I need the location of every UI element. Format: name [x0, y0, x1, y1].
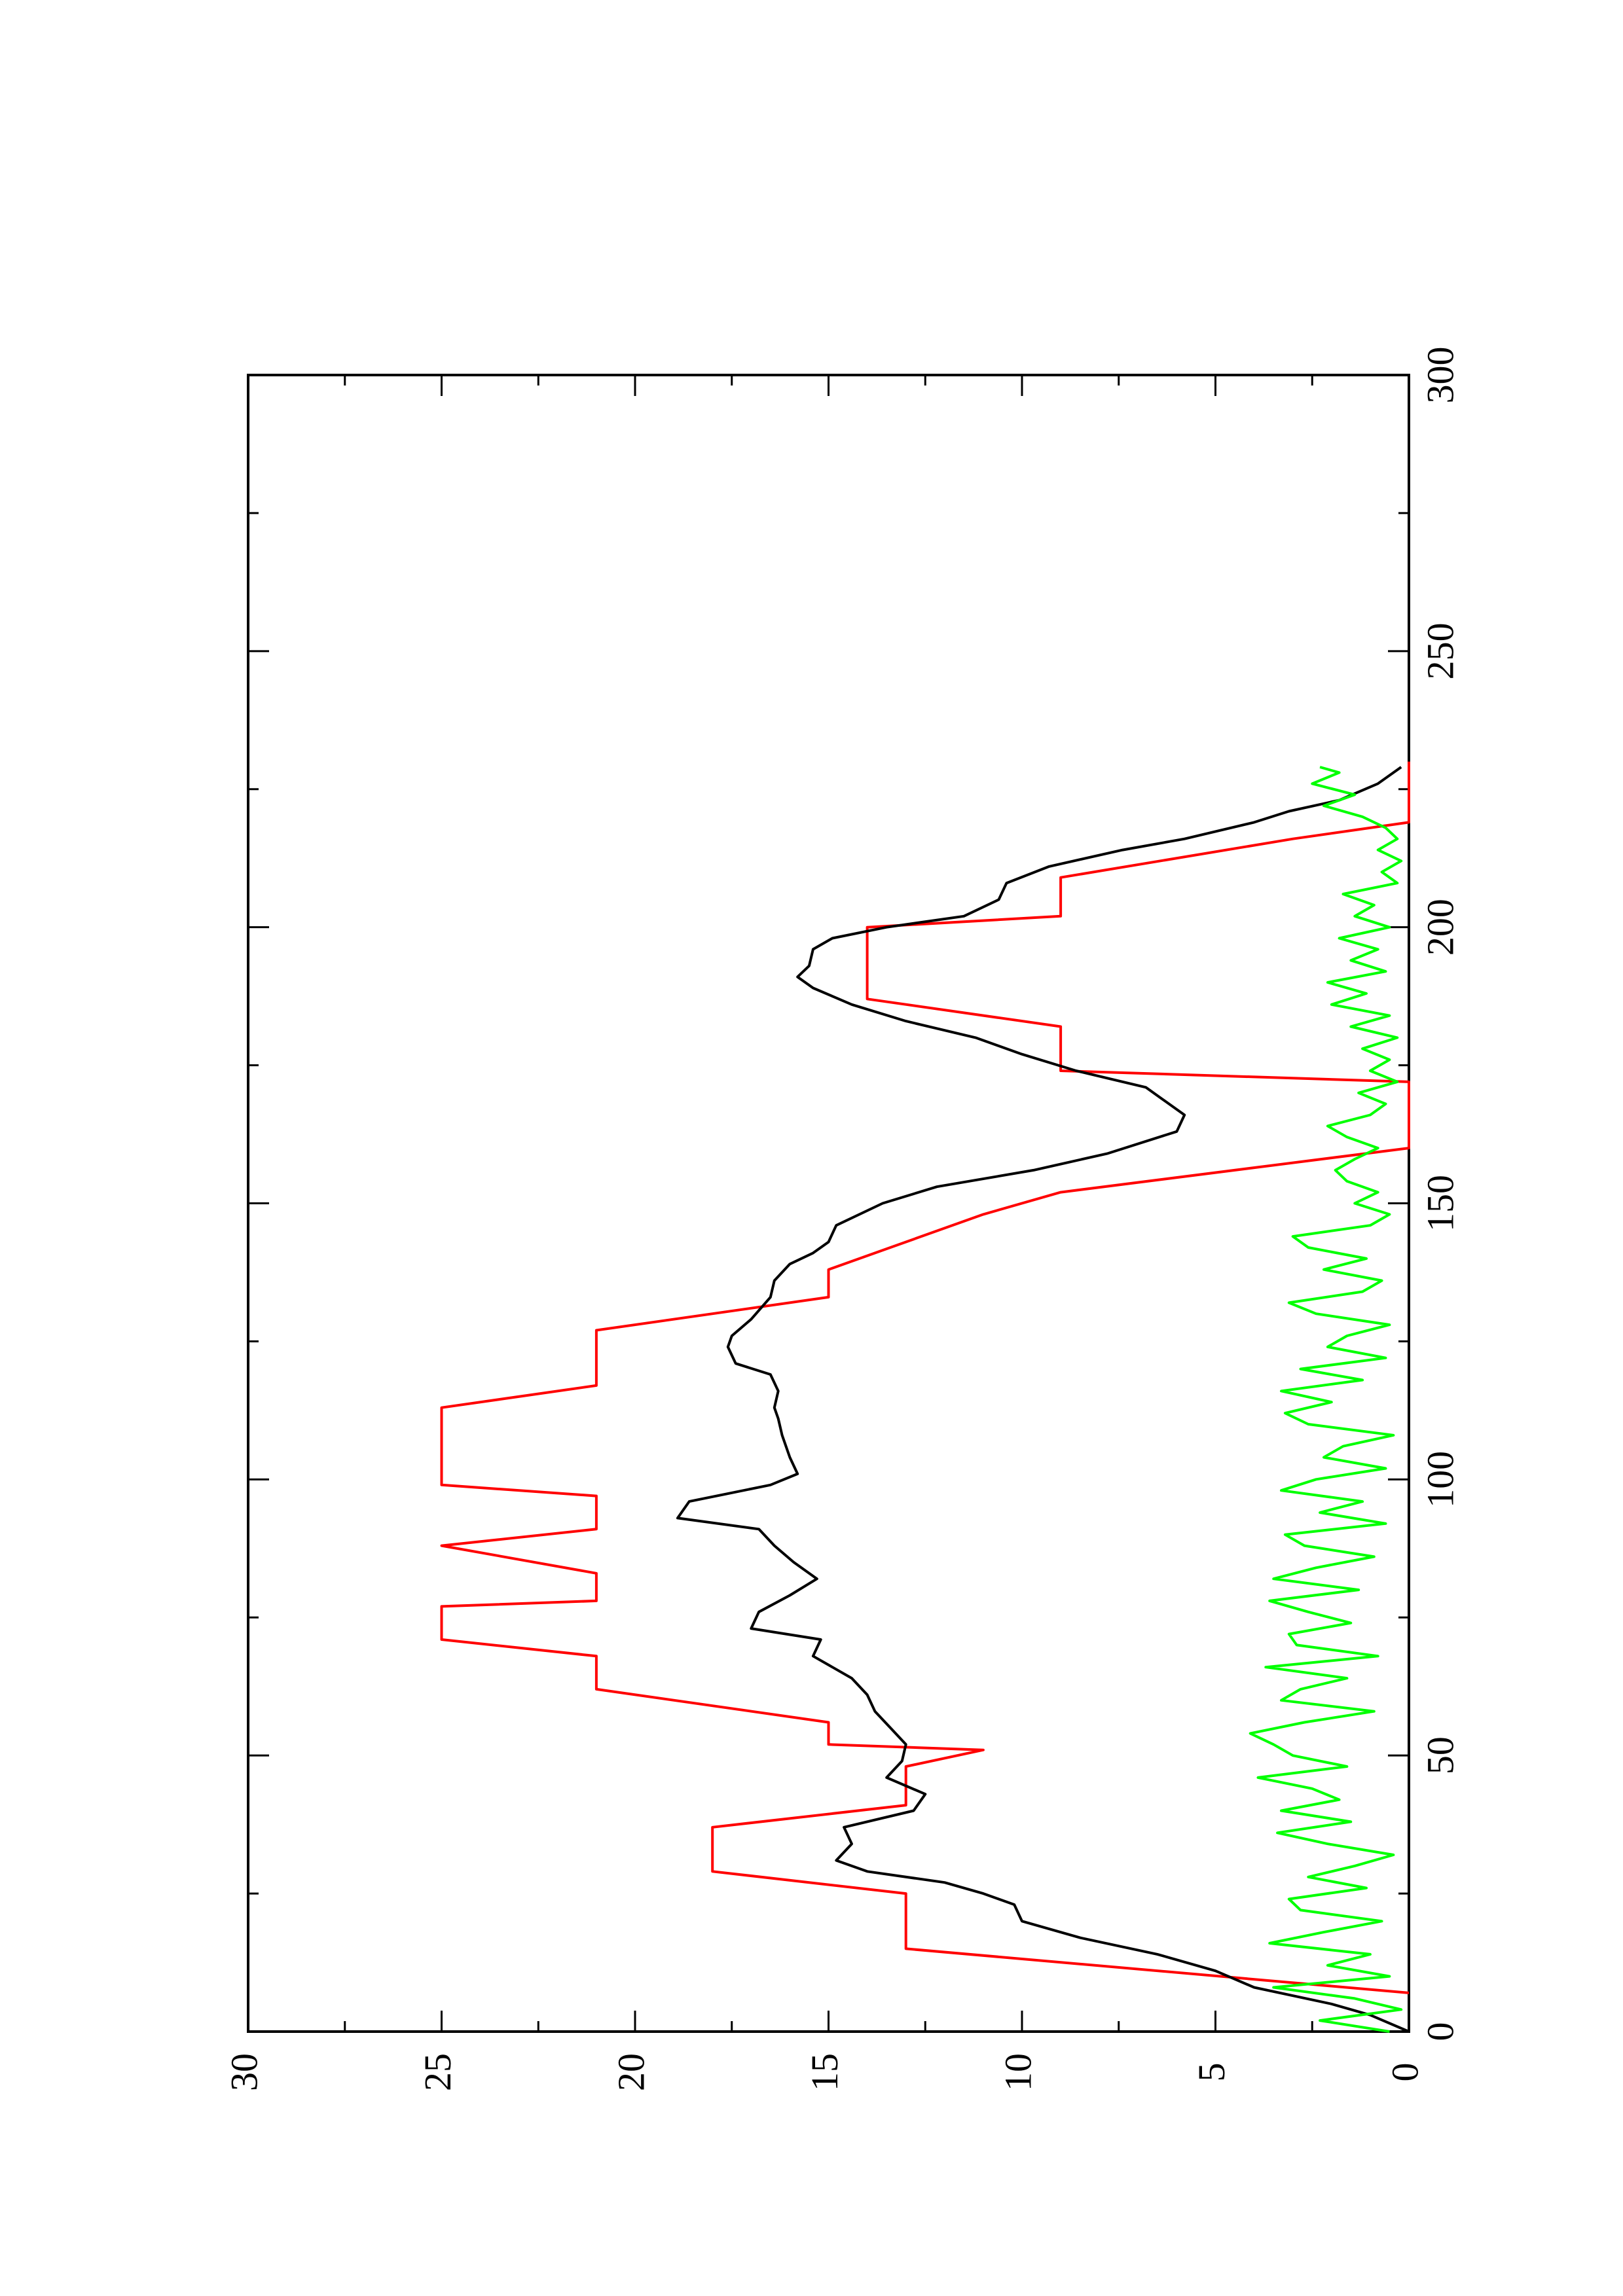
y-tick-label: 30 — [223, 2053, 265, 2091]
series-layer — [440, 761, 1410, 2033]
x-tick-label: 50 — [1419, 1736, 1461, 1774]
y-tick-label: 10 — [996, 2053, 1039, 2091]
axis-tick-labels: 0 50 100 150 200 250 300 0 5 10 15 20 25 30 — [223, 347, 1461, 2092]
series-green-line — [1249, 766, 1403, 2033]
y-tick-label: 5 — [1190, 2063, 1233, 2082]
x-tick-label: 200 — [1419, 899, 1461, 956]
plot-frame — [247, 374, 1410, 2033]
axis-ticks — [247, 374, 1410, 2033]
y-tick-label: 20 — [610, 2053, 652, 2091]
x-tick-label: 150 — [1419, 1175, 1461, 1232]
x-tick-label: 100 — [1419, 1451, 1461, 1508]
x-tick-label: 250 — [1419, 622, 1461, 679]
series-red-line — [440, 761, 1410, 1994]
y-tick-label: 25 — [416, 2053, 459, 2091]
y-tick-label: 0 — [1383, 2063, 1426, 2082]
x-tick-label: 0 — [1419, 2022, 1461, 2041]
y-tick-label: 15 — [803, 2053, 846, 2091]
series-black-line — [676, 766, 1410, 2033]
x-tick-label: 300 — [1419, 347, 1461, 404]
